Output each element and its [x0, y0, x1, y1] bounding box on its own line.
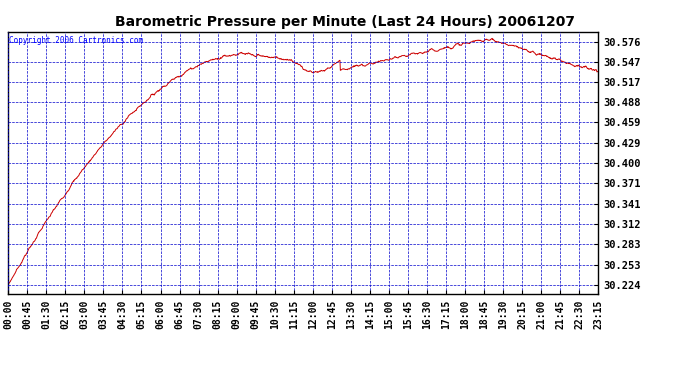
Text: Barometric Pressure per Minute (Last 24 Hours) 20061207: Barometric Pressure per Minute (Last 24 …: [115, 15, 575, 29]
Text: Copyright 2006 Cartronics.com: Copyright 2006 Cartronics.com: [10, 36, 144, 45]
